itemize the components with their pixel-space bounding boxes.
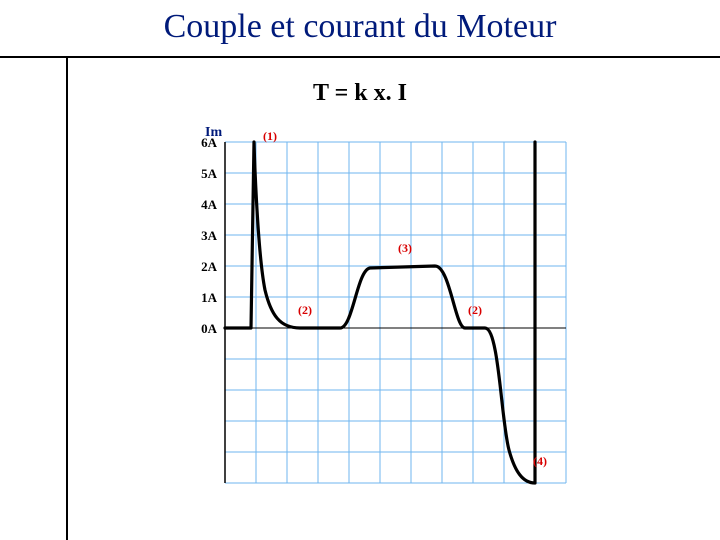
page-title: Couple et courant du Moteur (0, 8, 720, 46)
y-tick-label: 3A (201, 228, 218, 243)
chart-annotation: (1) (263, 129, 277, 143)
y-tick-label: 6A (201, 135, 218, 150)
chart-annotation: (4) (533, 454, 547, 468)
y-tick-label: 1A (201, 290, 218, 305)
chart-annotation: (2) (468, 303, 482, 317)
equation-text: T = k x. I (0, 80, 720, 107)
y-tick-label: 4A (201, 197, 218, 212)
frame-horizontal-line (0, 56, 720, 58)
frame-vertical-line (66, 56, 68, 540)
chart-annotation: (3) (398, 241, 412, 255)
y-tick-label: 0A (201, 321, 218, 336)
chart-annotation: (2) (298, 303, 312, 317)
motor-current-chart: Im6A5A4A3A2A1A0A(1)(2)(3)(2)(4) (165, 120, 585, 495)
y-tick-label: 2A (201, 259, 218, 274)
y-tick-label: 5A (201, 166, 218, 181)
